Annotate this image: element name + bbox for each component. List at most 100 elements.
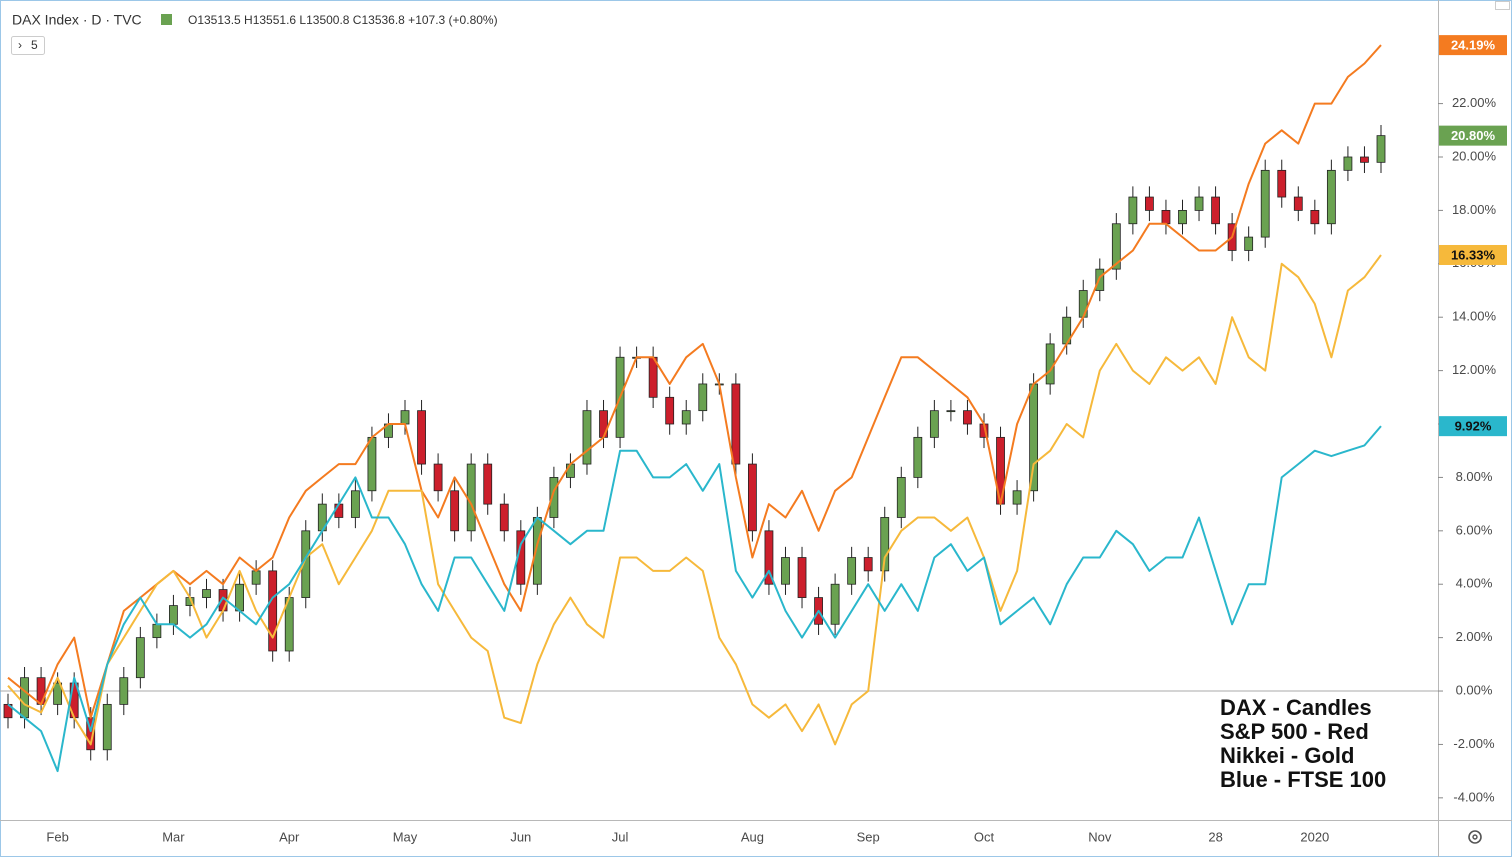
- last-value-label: 9.92%: [1455, 419, 1492, 434]
- candle-body: [1376, 135, 1386, 163]
- last-value-badge: [1439, 416, 1507, 437]
- legend-note: Blue - FTSE 100: [1220, 767, 1386, 792]
- candle-body: [1012, 490, 1022, 505]
- candle-body: [20, 677, 29, 719]
- candle-body: [1326, 169, 1336, 225]
- candle-body: [582, 410, 592, 465]
- candle-body: [681, 410, 691, 425]
- candle-body: [665, 396, 675, 425]
- candle-body: [483, 463, 493, 505]
- indicator-count: 5: [31, 38, 38, 52]
- candle-body: [532, 517, 542, 585]
- candle-body: [202, 589, 211, 598]
- candle-body: [1178, 209, 1187, 225]
- candle-body: [334, 503, 344, 518]
- candle-body: [450, 490, 460, 532]
- x-tick-label: Jun: [510, 829, 531, 844]
- y-tick-label: 2.00%: [1456, 629, 1493, 644]
- candle-body: [549, 477, 559, 518]
- y-tick-label: 18.00%: [1452, 202, 1497, 217]
- candle-body: [929, 410, 939, 438]
- x-tick-label: Aug: [741, 829, 764, 844]
- y-tick-label: 20.00%: [1452, 148, 1497, 163]
- candle-body: [698, 383, 708, 412]
- candle-body: [417, 410, 426, 465]
- x-tick-label: Nov: [1088, 829, 1112, 844]
- candle-body: [1360, 156, 1369, 163]
- candle-body: [53, 682, 63, 705]
- y-tick-label: -2.00%: [1453, 736, 1495, 751]
- candle-body: [350, 490, 360, 518]
- x-tick-label: May: [393, 829, 418, 844]
- ohlc-values: O13513.5 H13551.6 L13500.8 C13536.8 +107…: [188, 13, 498, 27]
- candle-body: [1310, 209, 1320, 225]
- candle-body: [781, 557, 790, 585]
- candle-body: [499, 503, 509, 532]
- legend-note: S&P 500 - Red: [1220, 719, 1369, 744]
- candle-body: [1128, 196, 1138, 225]
- candle-body: [169, 605, 178, 625]
- y-tick-label: 6.00%: [1456, 522, 1493, 537]
- candle-body: [1111, 223, 1121, 270]
- x-tick-label: Mar: [162, 829, 185, 844]
- candle-body: [1260, 169, 1270, 238]
- candle-body: [152, 623, 162, 639]
- candle-body: [235, 583, 244, 612]
- last-value-label: 24.19%: [1451, 38, 1496, 53]
- candle-body: [963, 410, 972, 425]
- candle-body: [1078, 290, 1088, 318]
- x-tick-label: Apr: [279, 829, 300, 844]
- candle-body: [946, 410, 956, 413]
- candle-body: [913, 436, 923, 478]
- x-tick-label: 2020: [1300, 829, 1329, 844]
- candle-body: [747, 463, 757, 532]
- candle-body: [400, 410, 410, 425]
- last-value-badge: [1439, 125, 1507, 146]
- x-tick-label: Feb: [46, 829, 68, 844]
- candle-body: [1277, 169, 1287, 198]
- candle-body: [1194, 196, 1204, 211]
- indicators-toggle[interactable]: [11, 36, 45, 55]
- legend-note: DAX - Candles: [1220, 695, 1372, 720]
- gear-hub: [1472, 834, 1478, 840]
- candle-body: [863, 557, 873, 572]
- x-tick-label: Jul: [612, 829, 629, 844]
- candle-body: [566, 463, 575, 478]
- last-value-label: 16.33%: [1451, 247, 1496, 262]
- candle-body: [102, 703, 112, 751]
- line-series: [7, 44, 1382, 719]
- x-tick-label: Oct: [974, 829, 995, 844]
- candle-body: [119, 677, 129, 705]
- settings-gear[interactable]: [1468, 830, 1482, 844]
- x-tick-label: 28: [1208, 829, 1222, 844]
- candle-body: [251, 570, 261, 585]
- gear-ring: [1468, 830, 1482, 844]
- corner-button[interactable]: [1495, 1, 1510, 10]
- y-tick-label: -4.00%: [1453, 789, 1495, 804]
- candle-body: [1045, 343, 1055, 385]
- candle-body: [1029, 383, 1039, 492]
- y-tick-label: 14.00%: [1452, 309, 1497, 324]
- candle-body: [268, 570, 278, 652]
- candle-body: [731, 383, 741, 465]
- last-value-badge: [1439, 244, 1507, 265]
- candle-body: [135, 637, 145, 679]
- toggle-arrow: ›: [18, 38, 22, 52]
- x-tick-label: Sep: [857, 829, 880, 844]
- last-value-badge: [1439, 35, 1507, 56]
- symbol-title: DAX Index · D · TVC: [12, 12, 142, 28]
- candle-body: [36, 677, 46, 705]
- candle-body: [797, 557, 807, 598]
- y-tick-label: 0.00%: [1456, 682, 1493, 697]
- candle-body: [1145, 196, 1154, 211]
- y-tick-label: 22.00%: [1452, 95, 1497, 110]
- candle-body: [880, 517, 890, 572]
- line-series: [7, 425, 1382, 773]
- y-tick-label: 8.00%: [1456, 469, 1493, 484]
- line-series: [7, 254, 1382, 746]
- candle-body: [1244, 236, 1254, 251]
- candle-body: [1161, 209, 1171, 225]
- candle-body: [1211, 196, 1220, 225]
